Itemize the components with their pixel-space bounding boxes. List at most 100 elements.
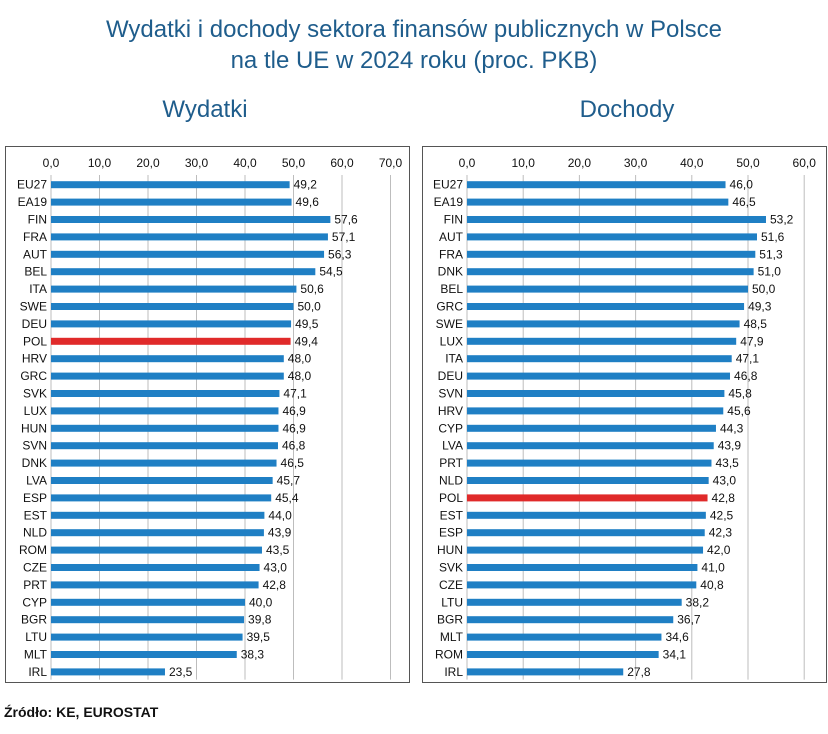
bar-eu27 bbox=[467, 181, 726, 189]
bar-swe bbox=[51, 303, 294, 310]
bar-hrv bbox=[51, 355, 284, 363]
value-label: 50,0 bbox=[752, 282, 776, 296]
bar-nld bbox=[51, 529, 264, 537]
value-label: 34,1 bbox=[663, 648, 687, 662]
value-label: 49,5 bbox=[295, 317, 319, 331]
value-label: 51,3 bbox=[759, 247, 783, 261]
bar-nld bbox=[467, 477, 709, 484]
category-label: FRA bbox=[439, 247, 463, 261]
category-label: HRV bbox=[438, 404, 463, 418]
category-label: GRC bbox=[20, 369, 47, 383]
value-label: 42,8 bbox=[263, 578, 287, 592]
chart-title-line-2: na tle UE w 2024 roku (proc. PKB) bbox=[230, 47, 598, 74]
bar-esp bbox=[467, 529, 705, 537]
value-label: 42,0 bbox=[707, 543, 731, 557]
source-note: Źródło: KE, EUROSTAT bbox=[4, 704, 159, 720]
value-label: 48,5 bbox=[744, 317, 768, 331]
x-tick-label: 40,0 bbox=[233, 156, 257, 170]
x-tick-label: 50,0 bbox=[736, 156, 760, 170]
category-label: IRL bbox=[444, 665, 463, 679]
bar-bel bbox=[51, 268, 316, 276]
bar-grc bbox=[51, 372, 284, 380]
value-label: 45,6 bbox=[727, 404, 751, 418]
bar-pol bbox=[51, 337, 291, 345]
category-label: MLT bbox=[24, 648, 48, 662]
category-label: ITA bbox=[445, 352, 463, 366]
value-label: 46,9 bbox=[282, 404, 306, 418]
value-label: 56,3 bbox=[328, 247, 352, 261]
value-label: 45,7 bbox=[277, 474, 301, 488]
bar-hrv bbox=[467, 407, 724, 415]
value-label: 47,9 bbox=[740, 334, 764, 348]
x-tick-label: 70,0 bbox=[379, 156, 403, 170]
value-label: 44,0 bbox=[268, 508, 292, 522]
bar-esp bbox=[51, 494, 272, 502]
category-label: LTU bbox=[25, 630, 47, 644]
chart-title-line-1: Wydatki i dochody sektora finansów publi… bbox=[105, 16, 723, 43]
value-label: 49,2 bbox=[294, 178, 318, 192]
value-label: 46,5 bbox=[281, 456, 305, 470]
value-label: 57,1 bbox=[332, 230, 356, 244]
category-label: LUX bbox=[24, 404, 47, 418]
x-tick-label: 20,0 bbox=[136, 156, 160, 170]
value-label: 38,2 bbox=[686, 595, 710, 609]
value-label: 39,5 bbox=[247, 630, 271, 644]
bar-bgr bbox=[467, 616, 674, 624]
category-label: PRT bbox=[23, 578, 47, 592]
x-tick-label: 60,0 bbox=[793, 156, 817, 170]
bar-fin bbox=[467, 216, 766, 223]
bar-grc bbox=[467, 303, 745, 310]
category-label: NLD bbox=[439, 474, 463, 488]
category-label: CYP bbox=[22, 595, 47, 609]
value-label: 43,0 bbox=[264, 561, 288, 575]
x-tick-label: 30,0 bbox=[624, 156, 648, 170]
bar-ea19 bbox=[51, 198, 292, 206]
category-label: ESP bbox=[439, 526, 463, 540]
category-label: LVA bbox=[26, 474, 47, 488]
x-tick-label: 40,0 bbox=[680, 156, 704, 170]
value-label: 43,5 bbox=[715, 456, 739, 470]
bar-bel bbox=[467, 285, 748, 293]
category-label: SVN bbox=[438, 387, 463, 401]
value-label: 49,6 bbox=[296, 195, 320, 209]
category-label: MLT bbox=[440, 630, 464, 644]
value-label: 57,6 bbox=[334, 213, 358, 227]
category-label: ROM bbox=[19, 543, 47, 557]
category-label: BEL bbox=[24, 265, 47, 279]
bar-prt bbox=[467, 459, 712, 467]
category-label: SWE bbox=[436, 317, 463, 331]
value-label: 47,1 bbox=[736, 352, 760, 366]
x-tick-label: 0,0 bbox=[459, 156, 476, 170]
bar-svn bbox=[467, 390, 725, 397]
panel-dochody: 0,0 10,0 20,0 30,0 40,0 50,0 60,0 EU27 46,0 EA19 4… bbox=[422, 146, 827, 683]
bar-deu bbox=[467, 372, 731, 380]
category-label: CZE bbox=[439, 578, 463, 592]
value-label: 39,8 bbox=[248, 613, 272, 627]
bar-svk bbox=[467, 564, 698, 571]
category-label: EU27 bbox=[433, 178, 463, 192]
subtitle-wydatki: Wydatki bbox=[162, 96, 248, 123]
chart-wydatki: 0,0 10,0 20,0 30,0 40,0 50,0 60,0 70,0 EU27 49,2 E… bbox=[17, 156, 403, 680]
value-label: 51,0 bbox=[758, 265, 782, 279]
value-label: 27,8 bbox=[627, 665, 651, 679]
bar-ea19 bbox=[467, 198, 729, 206]
bar-cyp bbox=[467, 424, 716, 432]
bar-deu bbox=[51, 320, 292, 328]
category-label: CZE bbox=[23, 561, 47, 575]
bar-ltu bbox=[467, 598, 682, 606]
bar-lux bbox=[467, 337, 737, 345]
value-label: 43,9 bbox=[268, 526, 292, 540]
value-label: 42,8 bbox=[712, 491, 736, 505]
value-label: 49,4 bbox=[295, 334, 319, 348]
bar-svn bbox=[51, 442, 278, 450]
chart-dochody: 0,0 10,0 20,0 30,0 40,0 50,0 60,0 EU27 46,0 EA19 4… bbox=[433, 156, 817, 680]
value-label: 42,5 bbox=[710, 508, 734, 522]
category-label: DNK bbox=[22, 456, 47, 470]
value-label: 46,9 bbox=[282, 421, 306, 435]
category-label: FRA bbox=[23, 230, 47, 244]
value-label: 50,0 bbox=[298, 300, 322, 314]
category-label: LVA bbox=[442, 439, 463, 453]
bar-eu27 bbox=[51, 181, 290, 189]
value-label: 50,6 bbox=[300, 282, 324, 296]
bar-pol bbox=[467, 494, 708, 502]
